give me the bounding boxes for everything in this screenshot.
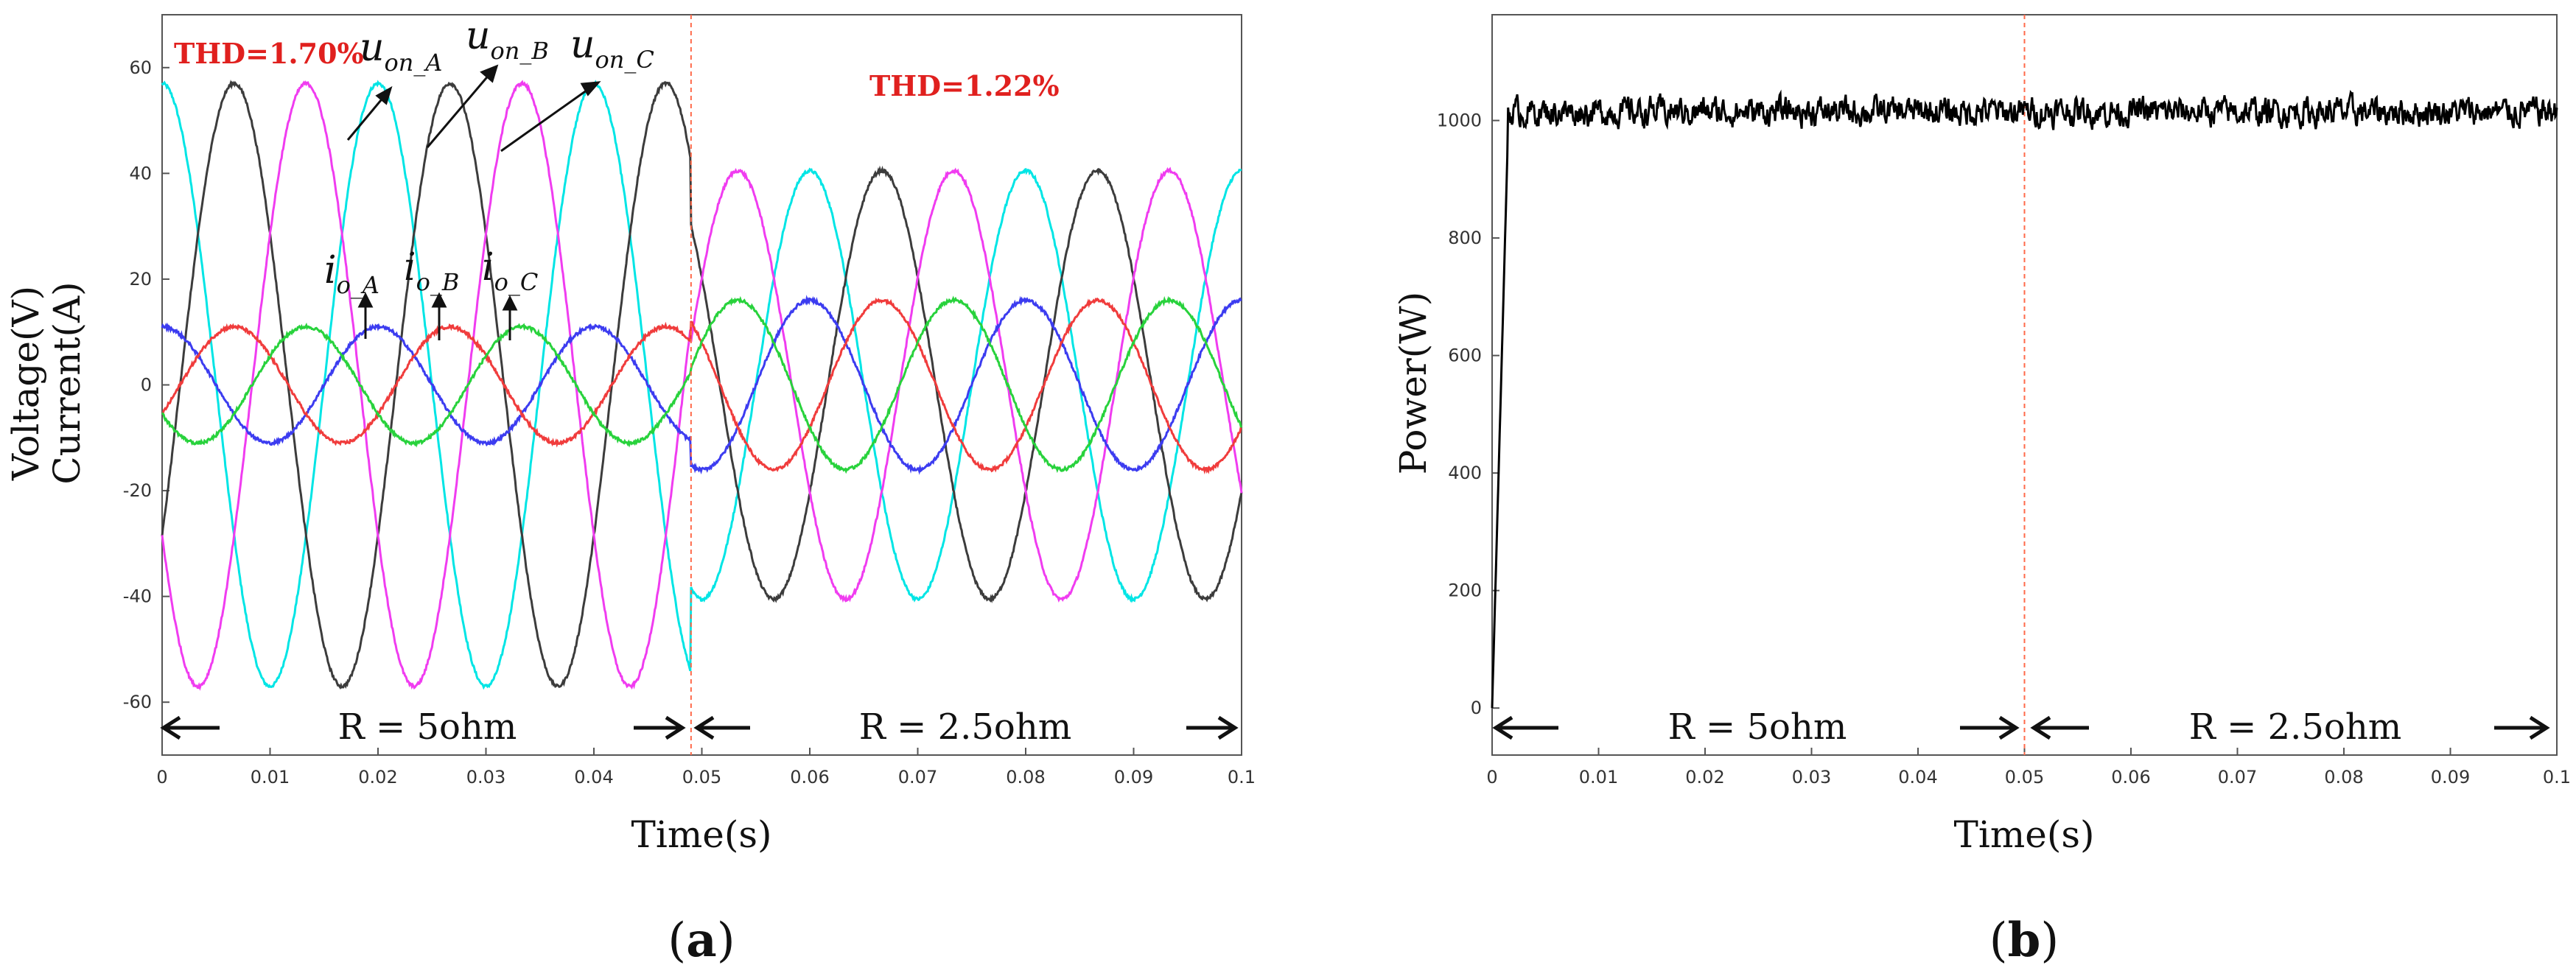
plot-b-ticks: 0 0.01 0.02 0.03 0.04 0.05 0.06 0.07 0.08 0.09 0.1… [1437,110,2571,787]
region-before-label-b: R = 5ohm [1668,706,1847,748]
x-tick-label: 0.04 [1898,767,1937,787]
y-axis-label-a-line2: Current(A) [46,281,88,484]
y-tick-label: 0 [141,375,152,396]
thd-before-label: THD=1.70% [174,37,364,70]
y-tick-label: 400 [1448,463,1482,483]
plot-a-traces [161,79,1243,691]
panel-b: 0 0.01 0.02 0.03 0.04 0.05 0.06 0.07 0.08 0.09 0.1… [1392,14,2571,856]
region-arrows-a [160,715,1239,740]
trace-u-on-c [161,80,1243,691]
x-tick-label: 0.04 [574,767,613,787]
x-tick-label: 0.1 [1228,767,1256,787]
voltage-label-arrows [346,64,601,152]
region-after-label-b: R = 2.5ohm [2189,706,2402,748]
x-tick-label: 0.08 [2324,767,2363,787]
y-tick-label: 60 [129,57,152,78]
y-tick-label: 800 [1448,228,1482,248]
x-tick-label: 0.02 [358,767,397,787]
y-tick-label: 600 [1448,345,1482,366]
x-tick-label: 0.07 [2218,767,2257,787]
label-u-on-a: uon_A [360,26,442,77]
trace-i-o-c [161,295,1243,474]
y-axis-label-b: Power(W) [1392,292,1435,474]
label-i-o-c: io_C [482,245,538,296]
panel-a: 0 0.01 0.02 0.03 0.04 0.05 0.06 0.07 0.08 0.09 0.1… [4,14,1256,856]
x-tick-label: 0.1 [2543,767,2571,787]
x-tick-label: 0.08 [1006,767,1045,787]
y-tick-label: -40 [123,586,152,607]
x-tick-label: 0.07 [898,767,937,787]
y-tick-label: 40 [129,163,152,183]
region-after-label-a: R = 2.5ohm [859,706,1072,748]
y-tick-label: -60 [123,692,152,712]
x-tick-label: 0.09 [2431,767,2470,787]
label-i-o-b: io_B [404,245,459,296]
y-tick-label: 1000 [1437,110,1482,131]
y-tick-label: 20 [129,269,152,290]
x-tick-label: 0.03 [466,767,505,787]
power-trace [1491,89,2558,709]
x-tick-label: 0.05 [682,767,721,787]
thd-after-label: THD=1.22% [869,69,1060,102]
x-tick-label: 0.06 [790,767,829,787]
x-tick-label: 0.09 [1114,767,1153,787]
x-axis-label-b: Time(s) [1953,813,2094,856]
x-tick-label: 0.02 [1685,767,1724,787]
x-tick-label: 0.05 [2005,767,2044,787]
y-axis-label-a-line1: Voltage(V) [4,286,47,481]
plot-a-frame [161,14,1242,756]
y-tick-label: 0 [1471,698,1482,718]
x-tick-label: 0.06 [2111,767,2150,787]
x-tick-label: 0.03 [1792,767,1831,787]
region-arrows-b [1492,715,2550,740]
label-i-o-a: io_A [324,248,379,299]
label-u-on-b: uon_B [466,14,549,65]
x-tick-label: 0.01 [251,767,290,787]
x-tick-label: 0.01 [1579,767,1618,787]
y-tick-label: 200 [1448,580,1482,601]
current-label-arrows [357,292,518,340]
y-tick-label: -20 [123,480,152,501]
x-tick-label: 0 [156,767,167,787]
caption-a: (a) [668,913,735,968]
plot-a-ticks: 0 0.01 0.02 0.03 0.04 0.05 0.06 0.07 0.08 0.09 0.1… [123,57,1256,787]
x-axis-label-a: Time(s) [631,813,771,856]
label-u-on-c: uon_C [570,23,654,74]
caption-b: (b) [1989,913,2059,968]
region-before-label-a: R = 5ohm [338,706,517,748]
x-tick-label: 0 [1486,767,1497,787]
plot-b-frame [1491,14,2558,756]
